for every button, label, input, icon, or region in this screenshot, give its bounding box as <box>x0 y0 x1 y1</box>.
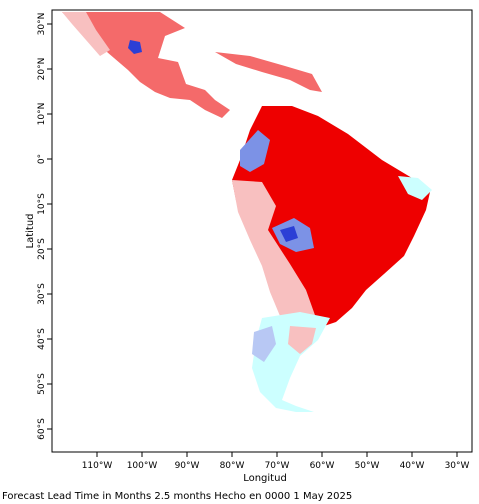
y-tick-label: 30°N <box>37 13 47 36</box>
x-tick-label: 90°W <box>175 461 200 471</box>
region-patagonia-mixed <box>288 326 316 354</box>
y-tick-label: 10°N <box>37 103 47 126</box>
y-tick-60s: 60°S <box>37 418 52 440</box>
x-tick-100w: 100°W <box>127 452 158 471</box>
x-tick-label: 70°W <box>265 461 290 471</box>
y-tick-label: 60°S <box>37 418 47 440</box>
region-patagonia-negative <box>252 326 276 362</box>
region-caribbean <box>215 52 322 92</box>
region-amazon-negative <box>240 130 270 172</box>
y-axis-title: Latitud <box>25 213 36 248</box>
region-mexico-positive <box>62 12 230 118</box>
region-mexico-weak <box>62 12 110 56</box>
x-tick-label: 100°W <box>127 461 158 471</box>
region-northeast-weak <box>398 176 432 200</box>
region-altiplano-strong-negative <box>280 226 298 242</box>
y-tick-30n: 30°N <box>37 13 52 36</box>
y-tick-40s: 40°S <box>37 328 52 350</box>
y-tick-label: 20°S <box>37 238 47 260</box>
x-tick-50w: 50°W <box>355 452 380 471</box>
y-tick-20n: 20°N <box>37 58 52 81</box>
x-tick-label: 80°W <box>220 461 245 471</box>
x-tick-label: 50°W <box>355 461 380 471</box>
y-axis: 30°N 20°N 10°N 0° 10°S 20°S 30°S 40°S <box>37 13 52 440</box>
x-tick-label: 60°W <box>310 461 335 471</box>
x-tick-80w: 80°W <box>220 452 245 471</box>
forecast-caption: Forecast Lead Time in Months 2.5 months … <box>2 491 352 502</box>
x-axis: 110°W 100°W 90°W 80°W 70°W 60°W 50°W 40 <box>82 452 470 471</box>
y-tick-10s: 10°S <box>37 193 52 215</box>
y-tick-label: 50°S <box>37 373 47 395</box>
y-tick-30s: 30°S <box>37 283 52 305</box>
y-tick-10n: 10°N <box>37 103 52 126</box>
x-tick-60w: 60°W <box>310 452 335 471</box>
region-mexico-negative <box>128 40 142 54</box>
y-tick-label: 10°S <box>37 193 47 215</box>
x-axis-title: Longitud <box>243 473 287 484</box>
x-tick-label: 110°W <box>82 461 113 471</box>
x-tick-40w: 40°W <box>400 452 425 471</box>
y-tick-label: 30°S <box>37 283 47 305</box>
y-tick-label: 40°S <box>37 328 47 350</box>
x-tick-30w: 30°W <box>445 452 470 471</box>
y-tick-label: 0° <box>37 154 47 164</box>
region-andes-weak <box>232 180 316 330</box>
x-tick-110w: 110°W <box>82 452 113 471</box>
y-tick-label: 20°N <box>37 58 47 81</box>
y-tick-0: 0° <box>37 154 52 164</box>
x-tick-label: 30°W <box>445 461 470 471</box>
x-tick-70w: 70°W <box>265 452 290 471</box>
x-tick-label: 40°W <box>400 461 425 471</box>
y-tick-50s: 50°S <box>37 373 52 395</box>
region-south-america-positive <box>232 106 430 328</box>
forecast-field <box>62 12 432 412</box>
x-tick-90w: 90°W <box>175 452 200 471</box>
y-tick-20s: 20°S <box>37 238 52 260</box>
